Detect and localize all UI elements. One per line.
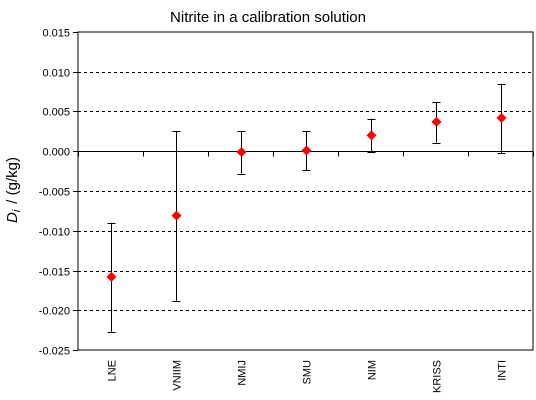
y-tick-label: 0.015 bbox=[42, 28, 70, 40]
y-tick-label: -0.025 bbox=[39, 346, 70, 358]
data-point bbox=[236, 147, 247, 158]
data-point bbox=[301, 145, 312, 156]
data-points bbox=[106, 112, 507, 282]
y-tick-label: -0.005 bbox=[39, 187, 70, 199]
chart-title: Nitrite in a calibration solution bbox=[170, 9, 366, 26]
x-category-label: KRISS bbox=[432, 360, 444, 393]
y-axis-unit: / (g/kg) bbox=[4, 157, 21, 204]
svg-text:Di/ (g/kg): Di / (g/kg) bbox=[4, 157, 23, 223]
x-category-label: SMU bbox=[302, 360, 314, 385]
data-point bbox=[496, 112, 507, 123]
y-tick-label: -0.010 bbox=[39, 227, 70, 239]
data-point bbox=[366, 130, 377, 141]
data-point bbox=[431, 116, 442, 127]
y-axis-label: Di / (g/kg) bbox=[4, 157, 23, 223]
x-axis-labels: LNE VNIIM NMIJ SMU NIM KRISS INTI bbox=[107, 360, 509, 393]
x-category-label: LNE bbox=[107, 360, 119, 381]
y-tick-label: 0.005 bbox=[42, 107, 70, 119]
data-point bbox=[171, 210, 182, 221]
grid-lines bbox=[78, 72, 533, 311]
y-tick-label: 0.000 bbox=[42, 147, 70, 159]
y-tick-label: 0.010 bbox=[42, 68, 70, 80]
y-tick-label: -0.015 bbox=[39, 267, 70, 279]
x-category-label: NMIJ bbox=[237, 360, 249, 386]
error-bars bbox=[107, 83, 506, 333]
y-axis: 0.015 0.010 0.005 0.000 -0.005 -0.010 -0.015 -0… bbox=[39, 28, 78, 358]
y-axis-subscript: i bbox=[11, 209, 23, 212]
x-category-label: NIM bbox=[367, 360, 379, 380]
data-point bbox=[106, 271, 117, 282]
y-axis-symbol: D bbox=[4, 212, 21, 223]
x-category-label: INTI bbox=[497, 360, 509, 381]
x-category-label: VNIIM bbox=[172, 360, 184, 391]
y-tick-label: -0.020 bbox=[39, 306, 70, 318]
